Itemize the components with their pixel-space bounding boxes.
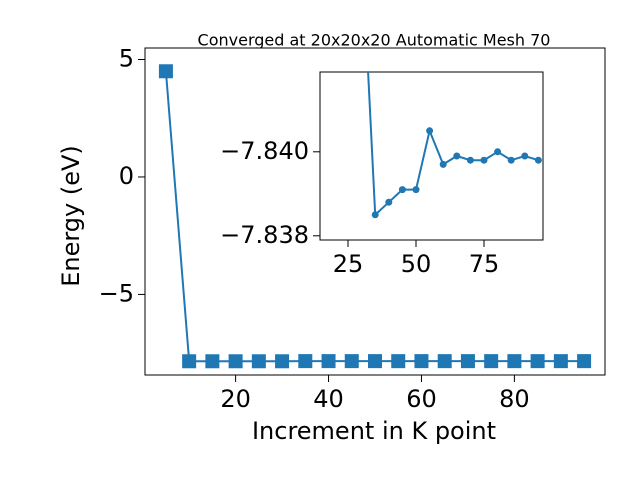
data-point (385, 198, 393, 206)
x-tick-label: 60 (406, 385, 437, 413)
data-point (368, 354, 382, 369)
data-point (391, 354, 406, 369)
x-axis-label: Increment in K point (252, 417, 496, 445)
y-axis-label: Energy (eV) (57, 145, 85, 287)
y-tick-label: −7.840 (220, 137, 309, 165)
data-point (553, 354, 568, 369)
data-point (205, 354, 220, 369)
data-point (534, 156, 542, 164)
y-tick-label: 0 (119, 162, 134, 190)
x-tick-label: 80 (499, 385, 530, 413)
data-point (494, 148, 502, 156)
y-tick-label: −7.838 (220, 221, 309, 249)
data-point (414, 354, 429, 369)
x-tick-label: 20 (220, 385, 251, 413)
data-point (507, 354, 522, 369)
series (367, 72, 542, 219)
data-point (344, 354, 359, 369)
x-tick-label: 50 (401, 250, 432, 278)
x-tick-label: 75 (469, 250, 500, 278)
data-point (530, 354, 545, 369)
data-point (298, 354, 313, 369)
data-point (228, 354, 243, 369)
data-point (398, 186, 406, 194)
data-point (182, 354, 197, 369)
data-point (484, 354, 499, 369)
data-point (275, 354, 290, 369)
y-tick-label: 5 (119, 45, 134, 73)
data-point (412, 186, 420, 194)
plot-frame (319, 71, 544, 241)
data-point (577, 354, 592, 369)
data-point (371, 211, 379, 219)
x-tick-label: 25 (333, 250, 364, 278)
data-point (158, 64, 173, 79)
data-point (439, 160, 447, 168)
data-point (466, 156, 474, 164)
y-tick-label: −5 (99, 279, 134, 307)
data-point (507, 156, 515, 164)
chart-title: Converged at 20x20x20 Automatic Mesh 70 (198, 31, 551, 50)
data-point (437, 354, 452, 369)
data-point (426, 127, 434, 135)
data-point (453, 152, 461, 160)
data-point (321, 354, 336, 369)
data-point (480, 156, 488, 164)
series (158, 64, 592, 369)
data-point (251, 354, 266, 369)
data-point (460, 354, 475, 369)
data-point (521, 152, 529, 160)
x-tick-label: 40 (313, 385, 344, 413)
